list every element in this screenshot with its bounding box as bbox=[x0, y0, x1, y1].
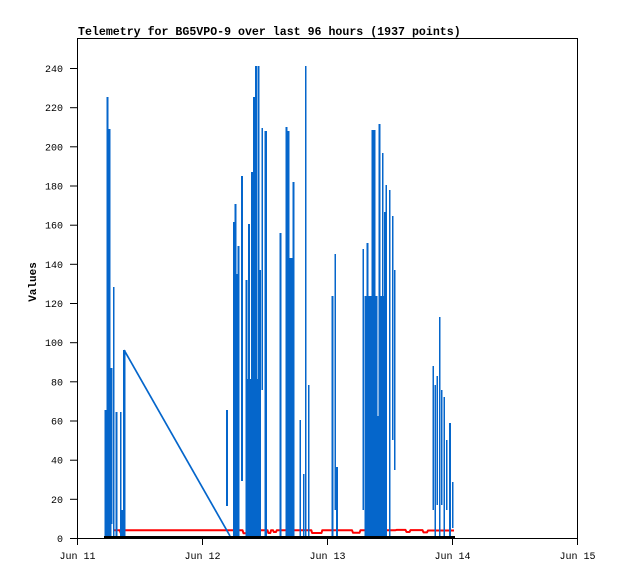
svg-text:Jun 14: Jun 14 bbox=[434, 552, 470, 563]
svg-text:60: 60 bbox=[51, 418, 63, 429]
svg-text:80: 80 bbox=[51, 378, 63, 389]
svg-text:Jun 15: Jun 15 bbox=[559, 552, 595, 563]
svg-text:120: 120 bbox=[45, 300, 63, 311]
svg-text:220: 220 bbox=[45, 104, 63, 115]
svg-text:180: 180 bbox=[45, 183, 63, 194]
svg-text:20: 20 bbox=[51, 496, 63, 507]
svg-text:Telemetry for BG5VPO-9 over la: Telemetry for BG5VPO-9 over last 96 hour… bbox=[78, 26, 461, 39]
svg-text:40: 40 bbox=[51, 457, 63, 468]
svg-text:140: 140 bbox=[45, 261, 63, 272]
svg-text:Jun 13: Jun 13 bbox=[309, 552, 345, 563]
svg-text:Jun 12: Jun 12 bbox=[184, 552, 220, 563]
svg-text:Jun 11: Jun 11 bbox=[59, 552, 95, 563]
svg-text:200: 200 bbox=[45, 143, 63, 154]
svg-text:0: 0 bbox=[57, 535, 63, 546]
svg-text:100: 100 bbox=[45, 339, 63, 350]
svg-text:160: 160 bbox=[45, 222, 63, 233]
svg-text:240: 240 bbox=[45, 65, 63, 76]
svg-text:Values: Values bbox=[28, 262, 40, 302]
